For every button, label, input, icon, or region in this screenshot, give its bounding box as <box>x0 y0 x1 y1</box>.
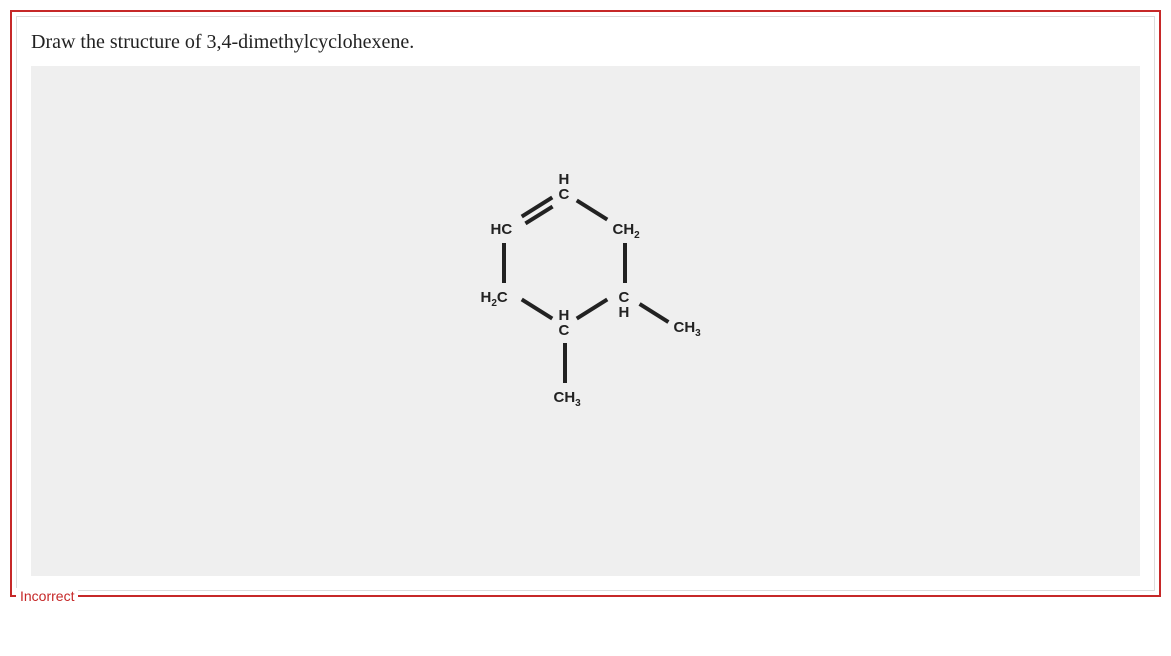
bond-c5-c4 <box>575 298 608 320</box>
atom-c5-c: C <box>559 322 570 339</box>
bond-c2-c6 <box>502 243 506 283</box>
bond-c4-ch3 <box>638 302 669 323</box>
molecule-structure: H C HC CH2 H2C C H <box>456 171 716 471</box>
feedback-label: Incorrect <box>16 588 78 604</box>
question-outer-box: Draw the structure of 3,4-dimethylcycloh… <box>10 10 1161 597</box>
atom-c6: H2C <box>481 289 508 309</box>
bond-c6-c5 <box>520 298 553 320</box>
atom-c1-c: C <box>559 186 570 203</box>
atom-c4-h: H <box>619 304 630 321</box>
atom-ch3-a: CH3 <box>674 319 701 339</box>
bond-c1-c3 <box>575 199 608 221</box>
atom-c2: HC <box>491 221 513 238</box>
question-inner-box: Draw the structure of 3,4-dimethylcycloh… <box>16 16 1155 591</box>
question-prompt: Draw the structure of 3,4-dimethylcycloh… <box>31 31 1140 54</box>
atom-ch3-b: CH3 <box>554 389 581 409</box>
atom-c3: CH2 <box>613 221 640 241</box>
bond-c5-ch3 <box>563 343 567 383</box>
drawing-canvas[interactable]: H C HC CH2 H2C C H <box>31 66 1140 576</box>
bond-c3-c4 <box>623 243 627 283</box>
